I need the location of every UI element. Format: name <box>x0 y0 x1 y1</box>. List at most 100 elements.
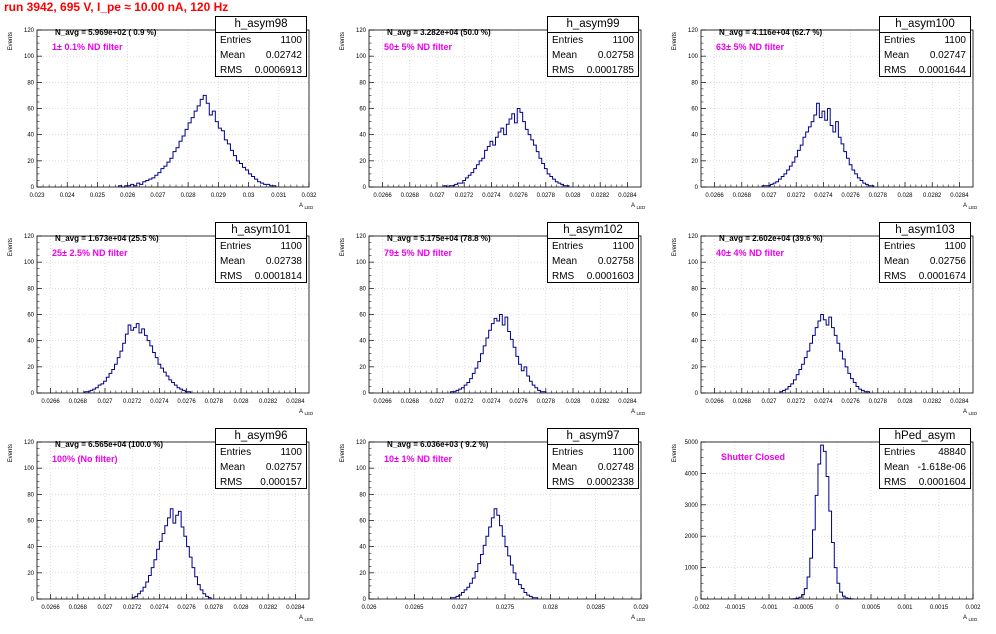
histogram-pad-h_asym103: 0.0266 0.0268 0.027 0.0272 0.0274 0.0276 0.027… <box>664 222 996 428</box>
y-tick-label: 40 <box>359 133 366 139</box>
stat-mean-value: 0.02747 <box>929 50 966 61</box>
y-tick-label: 80 <box>691 80 698 86</box>
histogram-name: h_asym98 <box>216 17 306 33</box>
y-tick-label: 100 <box>356 466 367 472</box>
x-tick-label: 0.001 <box>897 605 913 611</box>
histogram-pad-hPed_asym: -0.002 -0.0015 -0.001 -0.0005 0 0.0005 0.001 0.… <box>664 428 996 634</box>
x-tick-label: 0.027 <box>150 193 166 199</box>
stat-rms: RMS 0.0001603 <box>548 269 638 284</box>
x-tick-label: 0.0274 <box>814 193 833 199</box>
stat-mean-value: 0.02757 <box>265 462 302 473</box>
x-tick-label: 0.0272 <box>787 399 806 405</box>
x-tick-label: 0.0276 <box>509 193 528 199</box>
stat-entries: Entries 1100 <box>548 239 638 254</box>
stat-entries-label: Entries <box>220 241 252 252</box>
x-tick-label: 0.0272 <box>787 193 806 199</box>
histogram-line <box>450 314 547 393</box>
stats-box: h_asym98 Entries 1100 Mean 0.02742 RMS 0.00069… <box>215 16 307 77</box>
stat-mean: Mean -1.618e-06 <box>880 460 970 475</box>
x-tick-label: 0.027 <box>452 605 468 611</box>
y-axis-title: Events <box>672 444 678 462</box>
navg-label: N_avg = 6.036e+03 ( 9.2 %) <box>387 440 489 449</box>
stat-entries-value: 1100 <box>944 241 966 252</box>
x-axis-title-main: A <box>963 615 967 621</box>
stat-rms-value: 0.0001644 <box>918 65 966 76</box>
stat-mean-label: Mean <box>552 256 578 267</box>
x-tick-label: 0.027 <box>429 193 445 199</box>
x-tick-label: 0.0278 <box>869 399 888 405</box>
y-tick-label: 100 <box>356 260 367 266</box>
stat-entries: Entries 1100 <box>216 239 306 254</box>
x-tick-label: 0.0266 <box>41 605 60 611</box>
histogram-plot: 0.0266 0.0268 0.027 0.0272 0.0274 0.0276 0.027… <box>8 234 315 416</box>
y-tick-label: 100 <box>356 54 367 60</box>
stat-entries-label: Entries <box>552 241 584 252</box>
stats-box: h_asym101 Entries 1100 Mean 0.02738 RMS 0.0001… <box>215 222 307 283</box>
y-tick-label: 120 <box>356 28 367 34</box>
histogram-name: hPed_asym <box>880 429 970 445</box>
stat-rms: RMS 0.0001674 <box>880 269 970 284</box>
stat-rms-value: 0.0001604 <box>918 477 966 488</box>
y-tick-label: 2000 <box>685 534 699 540</box>
histogram-line <box>84 323 192 393</box>
histogram-line <box>131 508 212 599</box>
y-tick-label: 100 <box>688 54 699 60</box>
y-axis-title: Events <box>8 444 14 462</box>
stat-rms: RMS 0.0001785 <box>548 63 638 78</box>
stats-box: h_asym102 Entries 1100 Mean 0.02758 RMS 0.0001… <box>547 222 639 283</box>
y-axis-title: Events <box>340 238 346 256</box>
y-tick-label: 0 <box>363 185 367 191</box>
x-axis-title: A LED <box>299 615 314 622</box>
x-tick-label: 0.0284 <box>618 193 637 199</box>
stat-rms: RMS 0.0001814 <box>216 269 306 284</box>
histogram-line <box>443 108 570 188</box>
x-tick-label: 0.0278 <box>205 605 224 611</box>
x-axis-title-sub: LED <box>305 411 315 416</box>
stat-rms-value: 0.0001814 <box>254 271 302 282</box>
filter-label: 100% (No filter) <box>52 454 118 464</box>
y-tick-label: 40 <box>691 339 698 345</box>
x-axis-title-sub: LED <box>637 411 647 416</box>
stat-entries-value: 1100 <box>612 241 634 252</box>
histogram-pad-h_asym100: 0.0266 0.0268 0.027 0.0272 0.0274 0.0276 0.027… <box>664 16 996 222</box>
y-tick-label: 0 <box>31 185 35 191</box>
x-tick-label: 0.032 <box>301 193 317 199</box>
navg-label: N_avg = 3.282e+04 (50.0 %) <box>387 28 491 37</box>
histogram-name: h_asym101 <box>216 223 306 239</box>
x-tick-label: 0.0274 <box>482 193 501 199</box>
navg-label: N_avg = 5.175e+04 (78.8 %) <box>387 234 491 243</box>
x-tick-label: 0.0266 <box>373 193 392 199</box>
stat-entries: Entries 1100 <box>548 33 638 48</box>
histogram-plot: 0.0266 0.0268 0.027 0.0272 0.0274 0.0276 0.027… <box>8 440 314 622</box>
x-tick-label: 0.0266 <box>705 193 724 199</box>
stat-mean-label: Mean <box>220 256 246 267</box>
x-tick-label: -0.0005 <box>793 605 814 611</box>
y-tick-label: 40 <box>691 133 698 139</box>
stat-mean-label: Mean <box>884 462 910 473</box>
stat-mean-label: Mean <box>220 50 246 61</box>
x-axis-title-sub: LED <box>637 617 647 622</box>
stat-mean: Mean 0.02758 <box>548 48 638 63</box>
x-axis-title-main: A <box>963 409 967 415</box>
x-tick-label: 0.0282 <box>591 399 610 405</box>
stat-entries: Entries 1100 <box>880 239 970 254</box>
filter-label: 40± 4% ND filter <box>716 248 784 258</box>
x-tick-label: 0.0276 <box>177 399 196 405</box>
x-tick-label: 0 <box>835 605 839 611</box>
y-tick-label: 60 <box>691 107 698 113</box>
stats-box: h_asym103 Entries 1100 Mean 0.02756 RMS 0.0001… <box>879 222 971 283</box>
stat-mean-value: 0.02758 <box>597 50 634 61</box>
x-tick-label: 0.0266 <box>373 399 392 405</box>
x-axis-title: A LED <box>963 615 978 622</box>
y-tick-label: 100 <box>24 466 35 472</box>
y-tick-label: 20 <box>691 365 698 371</box>
filter-label: 79± 5% ND filter <box>384 248 452 258</box>
x-axis-title: A LED <box>963 203 978 210</box>
x-axis-title-main: A <box>299 409 303 415</box>
y-tick-label: 60 <box>359 313 366 319</box>
y-axis-title: Events <box>672 32 678 50</box>
stat-mean: Mean 0.02747 <box>880 48 970 63</box>
x-tick-label: 0.0282 <box>923 193 942 199</box>
x-tick-label: 0.0282 <box>259 399 278 405</box>
stat-entries-value: 1100 <box>280 241 302 252</box>
